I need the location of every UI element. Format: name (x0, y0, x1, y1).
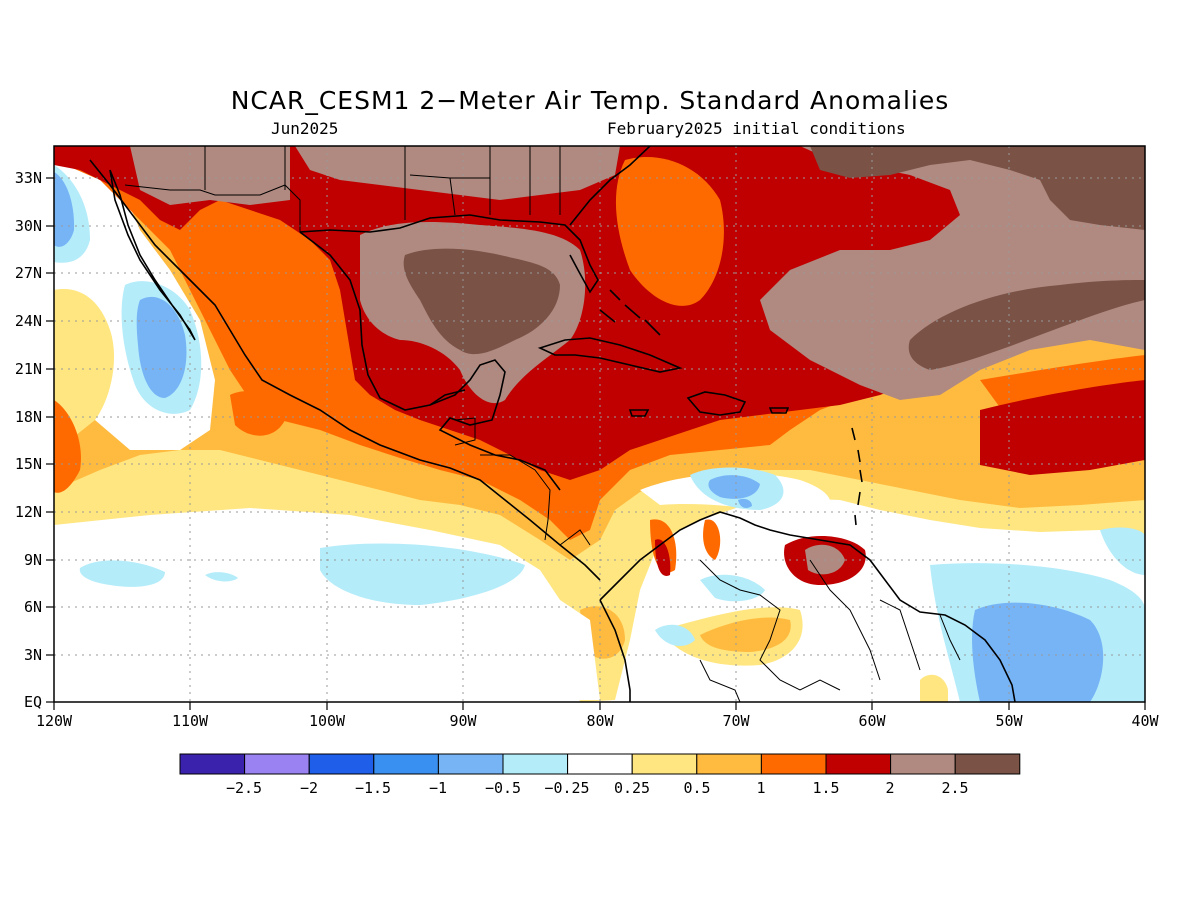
lon-tick-label: 70W (722, 712, 750, 730)
lon-tick-label: 40W (1131, 712, 1159, 730)
colorbar-swatch (954, 753, 1021, 775)
colorbar-label: 1 (756, 779, 765, 797)
lat-tick-label: 12N (15, 503, 42, 521)
lat-tick-label: EQ (24, 693, 42, 711)
lon-tick-label: 100W (309, 712, 346, 730)
colorbar-swatch (373, 753, 439, 775)
lat-tick-label: 21N (15, 360, 42, 378)
lat-tick-label: 30N (15, 217, 42, 235)
colorbar (179, 753, 1021, 775)
lon-tick-label: 80W (586, 712, 614, 730)
lon-tick-label: 60W (858, 712, 886, 730)
lat-tick-label: 18N (15, 408, 42, 426)
lat-tick-label: 3N (24, 646, 42, 664)
colorbar-labels: −2.5 −2 −1.5 −1 −0.5 −0.25 0.25 0.5 1 1.… (226, 779, 969, 797)
colorbar-swatch (631, 753, 698, 775)
lon-tick-label: 50W (995, 712, 1023, 730)
lon-tick-labels: 120W 110W 100W 90W 80W 70W 60W 50W 40W (36, 712, 1160, 730)
colorbar-label: 2 (885, 779, 894, 797)
lat-tick-label: 15N (15, 455, 42, 473)
anomaly-field (54, 146, 1145, 702)
lat-tick-label: 6N (24, 598, 42, 616)
colorbar-swatch (825, 753, 892, 775)
gridlines (54, 146, 1145, 702)
lat-tick-labels: EQ 3N 6N 9N 12N 15N 18N 21N 24N 27N 30N … (15, 169, 42, 711)
colorbar-label: 2.5 (941, 779, 968, 797)
colorbar-label: −1.5 (355, 779, 391, 797)
colorbar-label: −0.5 (485, 779, 521, 797)
colorbar-label: −0.25 (544, 779, 589, 797)
borders (124, 146, 961, 702)
colorbar-swatch (437, 753, 504, 775)
colorbar-label: −2 (300, 779, 318, 797)
lat-tick-label: 27N (15, 264, 42, 282)
lon-tick-label: 90W (449, 712, 477, 730)
colorbar-label: 0.25 (614, 779, 650, 797)
colorbar-swatch (890, 753, 956, 775)
colorbar-label: −2.5 (226, 779, 262, 797)
forecast-month: Jun2025 (271, 119, 339, 138)
colorbar-swatch (567, 753, 633, 775)
lon-tick-label: 120W (36, 712, 73, 730)
coastlines (89, 146, 1016, 702)
colorbar-swatch (760, 753, 827, 775)
lat-tick-label: 9N (24, 551, 42, 569)
chart-title: NCAR_CESM1 2−Meter Air Temp. Standard An… (230, 86, 950, 115)
colorbar-label: 1.5 (812, 779, 839, 797)
lon-tick-label: 110W (172, 712, 209, 730)
colorbar-swatch (244, 753, 310, 775)
colorbar-swatch (502, 753, 569, 775)
lat-tick-label: 24N (15, 312, 42, 330)
initial-conditions: February2025 initial conditions (607, 119, 906, 138)
colorbar-swatch (696, 753, 762, 775)
colorbar-swatch (308, 753, 375, 775)
colorbar-label: −1 (429, 779, 447, 797)
colorbar-label: 0.5 (683, 779, 710, 797)
tick-marks (46, 177, 1146, 710)
lat-tick-label: 33N (15, 169, 42, 187)
colorbar-swatch (179, 753, 246, 775)
